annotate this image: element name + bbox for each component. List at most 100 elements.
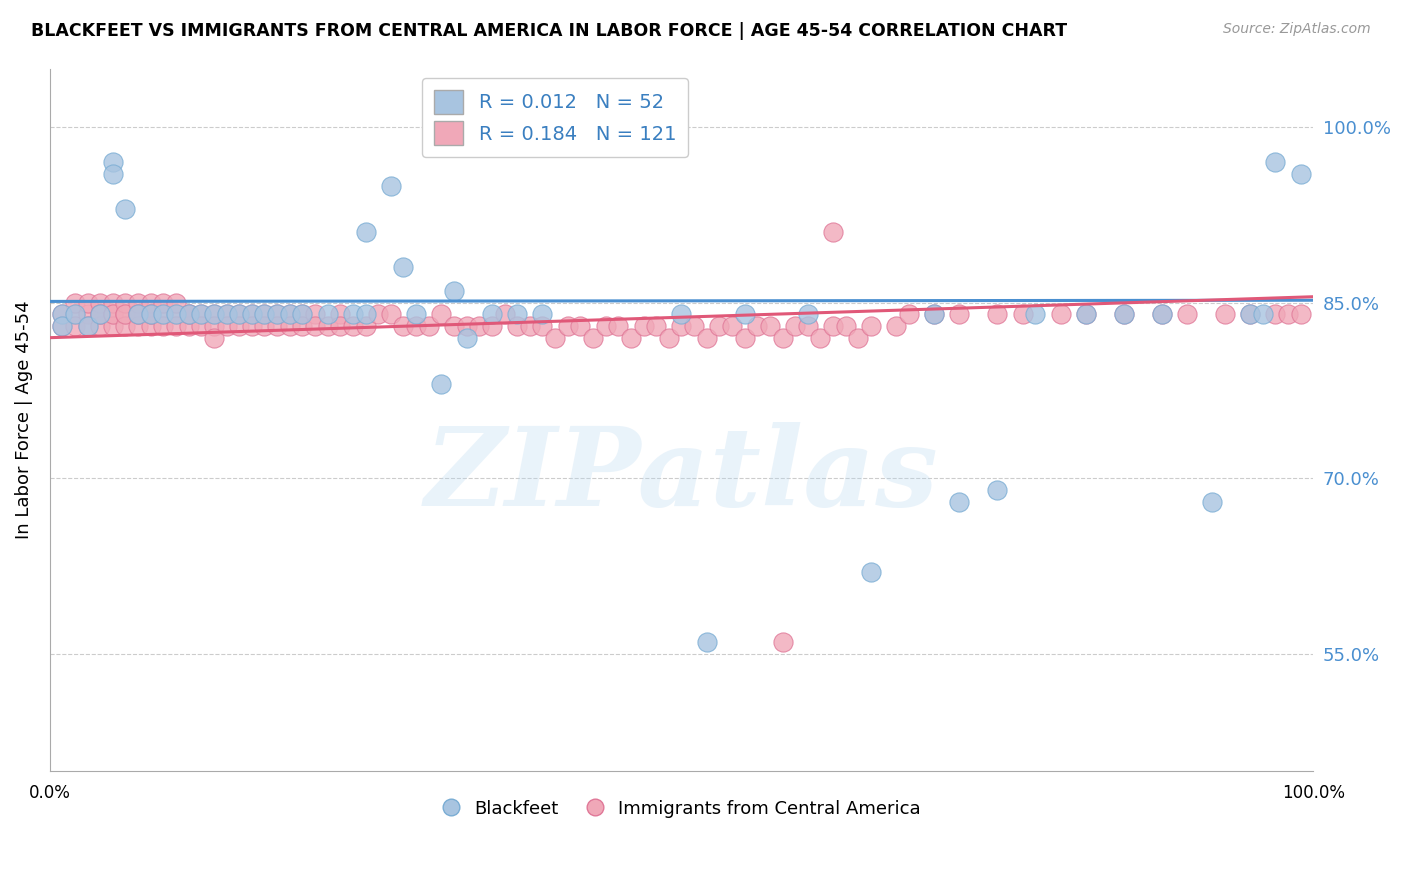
Point — [848, 331, 870, 345]
Point — [986, 483, 1008, 497]
Point — [392, 318, 415, 333]
Point — [127, 307, 149, 321]
Point — [152, 295, 174, 310]
Point — [1277, 307, 1299, 321]
Point — [582, 331, 605, 345]
Point — [266, 318, 288, 333]
Point — [165, 307, 187, 321]
Point — [127, 307, 149, 321]
Point — [202, 331, 225, 345]
Point — [948, 307, 970, 321]
Point — [797, 318, 820, 333]
Point — [89, 318, 111, 333]
Point — [101, 307, 124, 321]
Point — [329, 318, 352, 333]
Point — [240, 307, 263, 321]
Point — [266, 307, 288, 321]
Point — [494, 307, 516, 321]
Point — [253, 307, 276, 321]
Point — [734, 331, 756, 345]
Point — [456, 318, 478, 333]
Point — [1074, 307, 1097, 321]
Point — [101, 295, 124, 310]
Point — [1150, 307, 1173, 321]
Point — [304, 318, 326, 333]
Point — [89, 295, 111, 310]
Point — [51, 307, 73, 321]
Point — [139, 307, 162, 321]
Point — [177, 318, 200, 333]
Point — [481, 318, 503, 333]
Point — [1251, 307, 1274, 321]
Point — [506, 307, 529, 321]
Point — [76, 295, 98, 310]
Point — [165, 307, 187, 321]
Point — [785, 318, 807, 333]
Point — [772, 331, 794, 345]
Point — [177, 307, 200, 321]
Point — [671, 307, 693, 321]
Text: BLACKFEET VS IMMIGRANTS FROM CENTRAL AMERICA IN LABOR FORCE | AGE 45-54 CORRELAT: BLACKFEET VS IMMIGRANTS FROM CENTRAL AME… — [31, 22, 1067, 40]
Point — [607, 318, 630, 333]
Point — [215, 307, 238, 321]
Point — [405, 318, 427, 333]
Point — [1150, 307, 1173, 321]
Point — [443, 284, 465, 298]
Point — [443, 318, 465, 333]
Point — [430, 307, 453, 321]
Point — [165, 295, 187, 310]
Point — [1213, 307, 1236, 321]
Point — [709, 318, 731, 333]
Point — [114, 202, 136, 216]
Point — [253, 307, 276, 321]
Point — [202, 307, 225, 321]
Point — [228, 307, 250, 321]
Point — [759, 318, 782, 333]
Point — [645, 318, 668, 333]
Point — [63, 318, 86, 333]
Point — [342, 318, 364, 333]
Point — [89, 307, 111, 321]
Point — [215, 318, 238, 333]
Point — [810, 331, 832, 345]
Point — [1264, 155, 1286, 169]
Point — [139, 318, 162, 333]
Point — [1201, 494, 1223, 508]
Point — [291, 318, 314, 333]
Point — [139, 307, 162, 321]
Point — [519, 318, 541, 333]
Point — [734, 307, 756, 321]
Legend: Blackfeet, Immigrants from Central America: Blackfeet, Immigrants from Central Ameri… — [434, 792, 928, 825]
Point — [114, 307, 136, 321]
Point — [380, 307, 402, 321]
Point — [430, 377, 453, 392]
Point — [354, 225, 377, 239]
Point — [304, 307, 326, 321]
Point — [683, 318, 706, 333]
Point — [51, 307, 73, 321]
Point — [342, 307, 364, 321]
Point — [228, 307, 250, 321]
Point — [1011, 307, 1033, 321]
Text: Source: ZipAtlas.com: Source: ZipAtlas.com — [1223, 22, 1371, 37]
Point — [557, 318, 579, 333]
Point — [278, 307, 301, 321]
Point — [152, 307, 174, 321]
Point — [101, 155, 124, 169]
Point — [76, 318, 98, 333]
Point — [354, 307, 377, 321]
Point — [392, 260, 415, 275]
Point — [127, 318, 149, 333]
Point — [266, 307, 288, 321]
Point — [633, 318, 655, 333]
Point — [291, 307, 314, 321]
Point — [228, 318, 250, 333]
Point — [823, 318, 845, 333]
Y-axis label: In Labor Force | Age 45-54: In Labor Force | Age 45-54 — [15, 301, 32, 539]
Point — [329, 307, 352, 321]
Point — [190, 318, 212, 333]
Point — [531, 318, 554, 333]
Point — [721, 318, 744, 333]
Point — [531, 307, 554, 321]
Point — [595, 318, 617, 333]
